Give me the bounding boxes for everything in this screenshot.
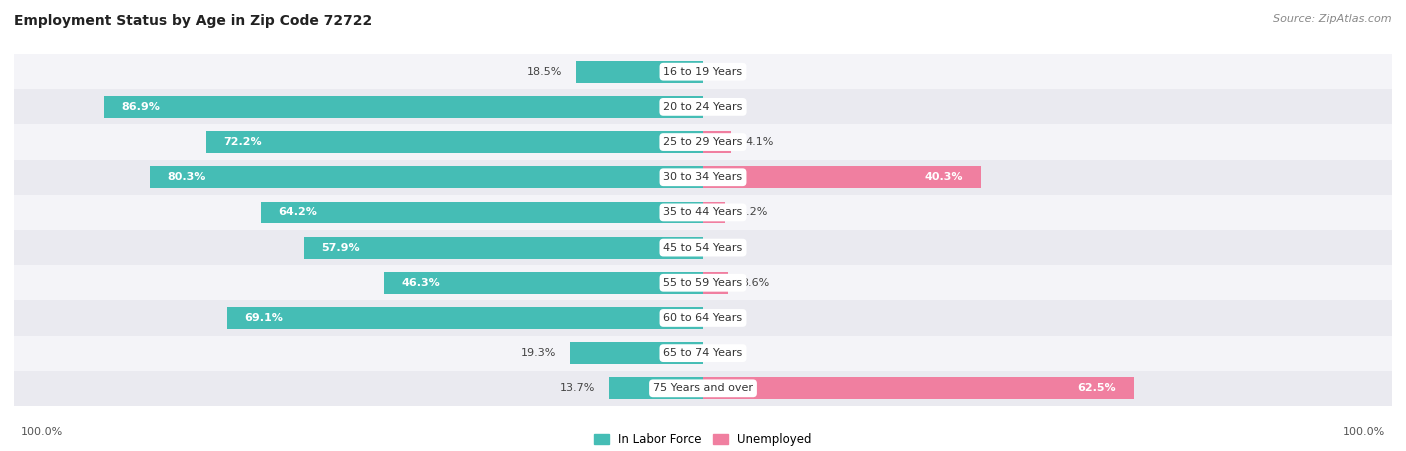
Text: 0.0%: 0.0% xyxy=(717,243,745,253)
Text: 0.0%: 0.0% xyxy=(717,67,745,77)
Bar xyxy=(226,307,703,329)
Text: 16 to 19 Years: 16 to 19 Years xyxy=(664,67,742,77)
FancyBboxPatch shape xyxy=(14,160,1392,195)
FancyBboxPatch shape xyxy=(14,265,1392,300)
Text: 75 Years and over: 75 Years and over xyxy=(652,383,754,393)
FancyBboxPatch shape xyxy=(14,124,1392,160)
Bar xyxy=(205,131,703,153)
Text: 60 to 64 Years: 60 to 64 Years xyxy=(664,313,742,323)
Text: Employment Status by Age in Zip Code 72722: Employment Status by Age in Zip Code 727… xyxy=(14,14,373,28)
Text: 30 to 34 Years: 30 to 34 Years xyxy=(664,172,742,182)
Bar xyxy=(260,202,703,223)
Text: 25 to 29 Years: 25 to 29 Years xyxy=(664,137,742,147)
Text: 19.3%: 19.3% xyxy=(520,348,557,358)
Bar xyxy=(703,131,731,153)
Text: 86.9%: 86.9% xyxy=(121,102,160,112)
Text: 0.0%: 0.0% xyxy=(717,313,745,323)
FancyBboxPatch shape xyxy=(14,371,1392,406)
Text: 100.0%: 100.0% xyxy=(1343,427,1385,437)
Text: 35 to 44 Years: 35 to 44 Years xyxy=(664,207,742,217)
Text: 62.5%: 62.5% xyxy=(1078,383,1116,393)
Text: 45 to 54 Years: 45 to 54 Years xyxy=(664,243,742,253)
Bar xyxy=(384,272,703,294)
Bar xyxy=(104,96,703,118)
Bar xyxy=(703,166,980,188)
Bar xyxy=(703,272,728,294)
Text: 3.2%: 3.2% xyxy=(738,207,768,217)
Text: 69.1%: 69.1% xyxy=(245,313,283,323)
Text: 57.9%: 57.9% xyxy=(322,243,360,253)
Text: 18.5%: 18.5% xyxy=(526,67,562,77)
Text: 3.6%: 3.6% xyxy=(741,278,770,288)
Bar xyxy=(575,61,703,83)
FancyBboxPatch shape xyxy=(14,54,1392,89)
Text: 65 to 74 Years: 65 to 74 Years xyxy=(664,348,742,358)
Text: 100.0%: 100.0% xyxy=(21,427,63,437)
Text: 80.3%: 80.3% xyxy=(167,172,205,182)
Text: 72.2%: 72.2% xyxy=(222,137,262,147)
FancyBboxPatch shape xyxy=(14,195,1392,230)
Bar xyxy=(569,342,703,364)
Text: 4.1%: 4.1% xyxy=(745,137,773,147)
Text: 13.7%: 13.7% xyxy=(560,383,595,393)
Text: 64.2%: 64.2% xyxy=(278,207,316,217)
FancyBboxPatch shape xyxy=(14,300,1392,336)
Bar xyxy=(609,377,703,399)
Bar xyxy=(304,237,703,258)
Bar xyxy=(703,202,725,223)
FancyBboxPatch shape xyxy=(14,89,1392,124)
Bar xyxy=(703,377,1133,399)
Text: 20 to 24 Years: 20 to 24 Years xyxy=(664,102,742,112)
Text: 0.0%: 0.0% xyxy=(717,102,745,112)
Bar xyxy=(150,166,703,188)
FancyBboxPatch shape xyxy=(14,230,1392,265)
Text: 0.0%: 0.0% xyxy=(717,348,745,358)
Text: 40.3%: 40.3% xyxy=(925,172,963,182)
Legend: In Labor Force, Unemployed: In Labor Force, Unemployed xyxy=(595,433,811,446)
Text: Source: ZipAtlas.com: Source: ZipAtlas.com xyxy=(1274,14,1392,23)
Text: 55 to 59 Years: 55 to 59 Years xyxy=(664,278,742,288)
FancyBboxPatch shape xyxy=(14,336,1392,371)
Text: 46.3%: 46.3% xyxy=(401,278,440,288)
